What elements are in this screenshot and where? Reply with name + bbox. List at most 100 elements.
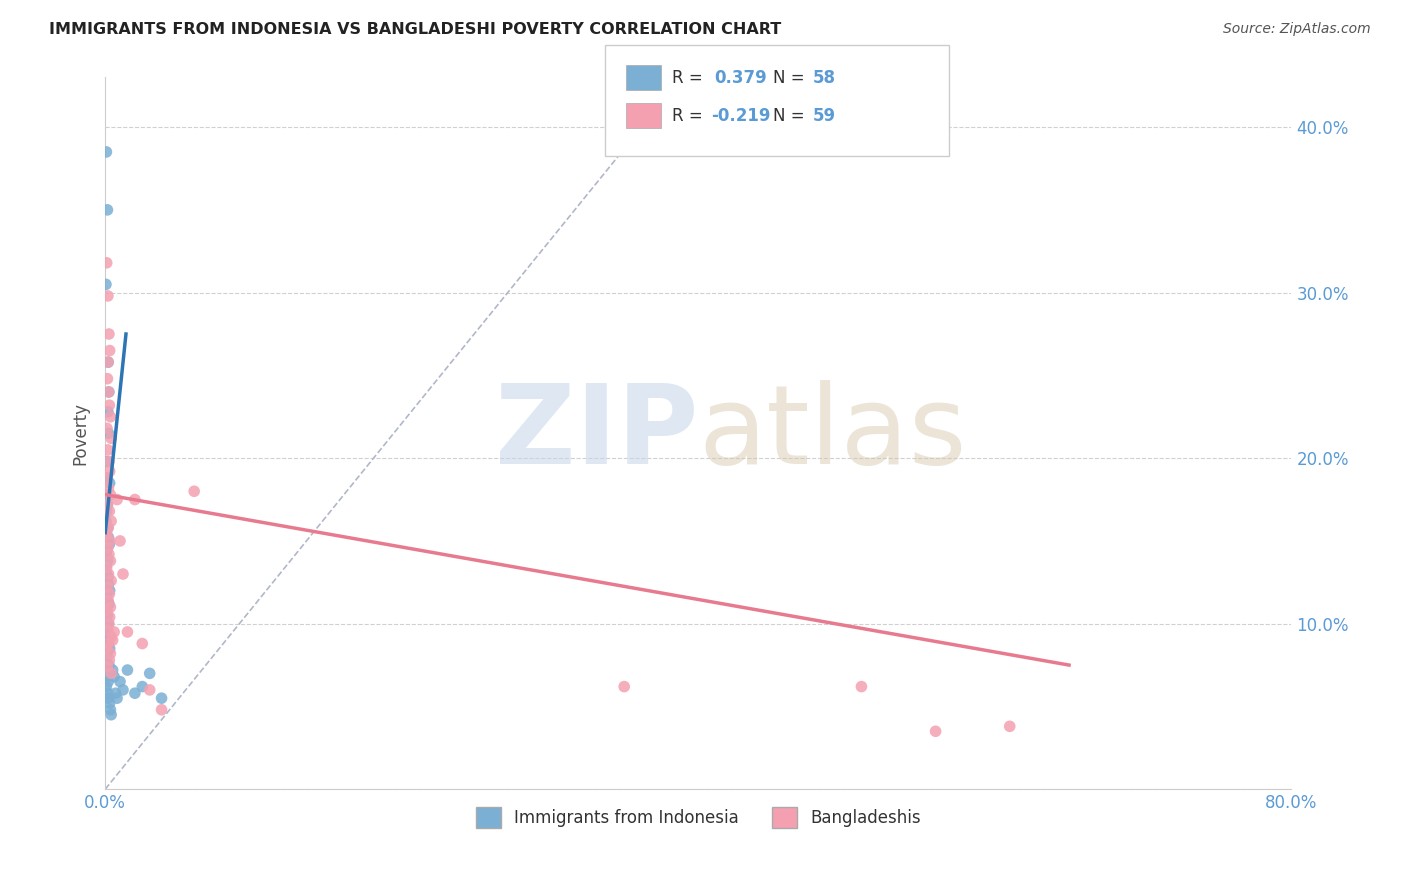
Point bbox=[96, 504, 118, 518]
Point bbox=[100, 630, 122, 644]
Point bbox=[100, 703, 122, 717]
Point bbox=[117, 663, 139, 677]
Point bbox=[96, 554, 118, 568]
Point bbox=[98, 696, 121, 710]
Point bbox=[97, 616, 120, 631]
Text: 59: 59 bbox=[813, 107, 835, 125]
Point bbox=[108, 674, 131, 689]
Point bbox=[97, 686, 120, 700]
Point bbox=[100, 514, 122, 528]
Text: IMMIGRANTS FROM INDONESIA VS BANGLADESHI POVERTY CORRELATION CHART: IMMIGRANTS FROM INDONESIA VS BANGLADESHI… bbox=[49, 22, 782, 37]
Text: Source: ZipAtlas.com: Source: ZipAtlas.com bbox=[1223, 22, 1371, 37]
Point bbox=[96, 580, 118, 594]
Point bbox=[97, 289, 120, 303]
Point bbox=[96, 471, 118, 485]
Point bbox=[97, 691, 120, 706]
Point bbox=[97, 593, 120, 607]
Point bbox=[96, 560, 118, 574]
Point bbox=[117, 624, 139, 639]
Point bbox=[150, 703, 173, 717]
Point bbox=[100, 554, 122, 568]
Point bbox=[124, 686, 146, 700]
Point bbox=[96, 663, 118, 677]
Point bbox=[98, 398, 121, 412]
Point bbox=[101, 663, 124, 677]
Text: 0.379: 0.379 bbox=[714, 69, 768, 87]
Point bbox=[97, 531, 120, 545]
Point bbox=[138, 666, 160, 681]
Text: N =: N = bbox=[773, 107, 810, 125]
Point bbox=[96, 591, 118, 606]
Point bbox=[98, 475, 121, 490]
Point bbox=[613, 680, 636, 694]
Point bbox=[96, 256, 118, 270]
Point bbox=[94, 653, 117, 667]
Point bbox=[100, 666, 122, 681]
Point bbox=[97, 426, 120, 441]
Point bbox=[97, 442, 120, 457]
Point bbox=[97, 630, 120, 644]
Text: N =: N = bbox=[773, 69, 810, 87]
Point bbox=[97, 636, 120, 650]
Point bbox=[138, 682, 160, 697]
Point bbox=[96, 641, 118, 656]
Point bbox=[96, 454, 118, 468]
Point bbox=[100, 431, 122, 445]
Point bbox=[96, 659, 118, 673]
Point bbox=[98, 464, 121, 478]
Point bbox=[98, 641, 121, 656]
Point bbox=[97, 355, 120, 369]
Point bbox=[97, 636, 120, 650]
Point bbox=[97, 616, 120, 631]
Point bbox=[96, 608, 118, 623]
Y-axis label: Poverty: Poverty bbox=[72, 401, 89, 465]
Point bbox=[98, 533, 121, 548]
Point bbox=[96, 680, 118, 694]
Point bbox=[150, 691, 173, 706]
Point bbox=[96, 498, 118, 512]
Point bbox=[100, 707, 122, 722]
Point bbox=[96, 421, 118, 435]
Point bbox=[98, 587, 121, 601]
Point bbox=[97, 521, 120, 535]
Point bbox=[100, 574, 122, 588]
Point bbox=[98, 610, 121, 624]
Point bbox=[97, 567, 120, 582]
Point bbox=[96, 670, 118, 684]
Point bbox=[124, 492, 146, 507]
Point bbox=[108, 533, 131, 548]
Text: 58: 58 bbox=[813, 69, 835, 87]
Point bbox=[97, 577, 120, 591]
Point bbox=[183, 484, 205, 499]
Point bbox=[131, 680, 153, 694]
Point bbox=[97, 541, 120, 555]
Point bbox=[96, 471, 118, 485]
Point bbox=[97, 454, 120, 468]
Point bbox=[98, 343, 121, 358]
Text: R =: R = bbox=[672, 107, 709, 125]
Point bbox=[96, 620, 118, 634]
Point bbox=[101, 633, 124, 648]
Point bbox=[97, 658, 120, 673]
Point bbox=[96, 202, 118, 217]
Legend: Immigrants from Indonesia, Bangladeshis: Immigrants from Indonesia, Bangladeshis bbox=[470, 801, 928, 834]
Point bbox=[98, 653, 121, 667]
Point bbox=[104, 686, 127, 700]
Point bbox=[96, 487, 118, 501]
Point bbox=[97, 481, 120, 495]
Point bbox=[103, 670, 125, 684]
Point bbox=[96, 567, 118, 582]
Point bbox=[97, 326, 120, 341]
Text: atlas: atlas bbox=[699, 380, 967, 487]
Point bbox=[96, 527, 118, 541]
Point bbox=[131, 636, 153, 650]
Point bbox=[97, 384, 120, 399]
Text: R =: R = bbox=[672, 69, 709, 87]
Point bbox=[100, 409, 122, 424]
Text: ZIP: ZIP bbox=[495, 380, 699, 487]
Point bbox=[97, 597, 120, 611]
Point bbox=[94, 603, 117, 617]
Point bbox=[96, 624, 118, 639]
Point bbox=[924, 724, 946, 739]
Point bbox=[98, 537, 121, 551]
